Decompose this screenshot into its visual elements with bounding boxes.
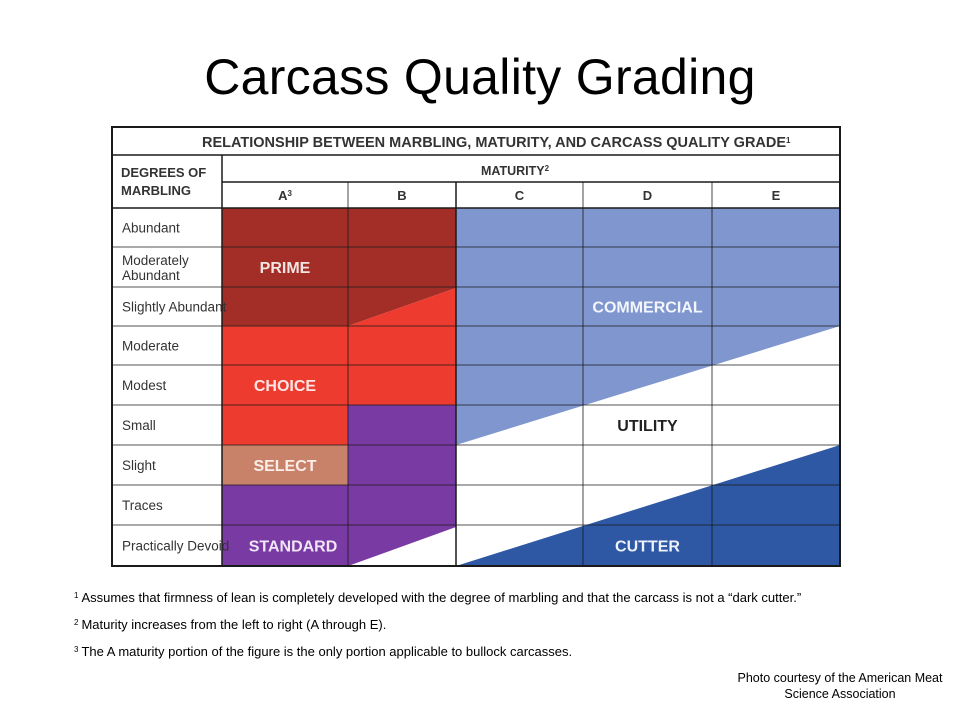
footnote-1: 1 Assumes that firmness of lean is comple… [74,590,802,605]
grade-label-prime: PRIME [260,260,311,277]
row-header-line-1: DEGREES OF [121,165,206,180]
table-border [111,126,841,567]
commercial-region [456,208,840,445]
grade-label-select: SELECT [253,458,316,475]
row-label: Traces [122,498,163,513]
prime-region [222,208,456,326]
page-title: Carcass Quality Grading [204,49,756,105]
row-label: Slightly Abundant [122,300,227,315]
footnote-2: 2 Maturity increases from the left to rig… [74,617,387,632]
column-header-c: C [515,188,525,203]
credit-line-2: Science Association [784,687,896,701]
cutter-region [456,445,840,566]
row-label: Moderate [122,339,179,354]
choice-region [222,288,456,405]
row-header-line-2: MARBLING [121,183,191,198]
column-header-d: D [643,188,652,203]
grade-label-cutter: CUTTER [615,539,680,556]
column-header-e: E [772,188,781,203]
footnotes: 1 Assumes that firmness of lean is comple… [74,590,914,671]
row-label: Abundant [122,221,180,236]
grade-label-standard: STANDARD [249,539,338,556]
choice-region-small [222,405,348,445]
select-region [222,445,348,485]
column-header-b: B [397,188,406,203]
grade-label-utility: UTILITY [617,418,678,435]
photo-credit: Photo courtesy of the American Meat Scie… [720,670,960,702]
row-label: Moderately [122,253,189,268]
row-label: Modest [122,378,167,393]
maturity-label: MATURITY2 [481,164,550,179]
footnote-3: 3 The A maturity portion of the figure is… [74,644,573,659]
grade-label-commercial: COMMERCIAL [592,300,702,317]
grade-label-choice: CHOICE [254,378,317,395]
row-label: Slight [122,458,156,473]
table-caption: RELATIONSHIP BETWEEN MARBLING, MATURITY,… [202,135,791,151]
row-label: Practically Devoid [122,539,229,554]
row-label: Abundant [122,268,180,283]
credit-line-1: Photo courtesy of the American Meat [737,671,943,685]
row-label: Small [122,418,156,433]
